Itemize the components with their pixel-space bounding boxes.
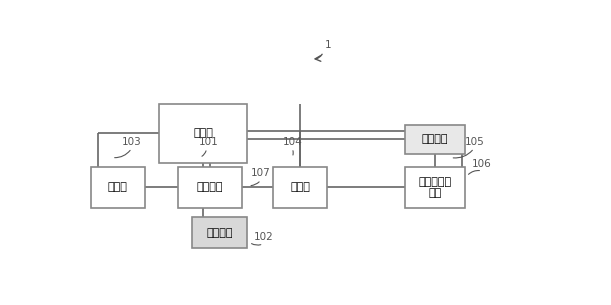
Text: 寄存器: 寄存器 (290, 182, 310, 192)
Bar (192, 217, 247, 248)
Text: 编程模块: 编程模块 (422, 134, 448, 144)
Text: 控制器: 控制器 (193, 128, 213, 138)
Bar (406, 125, 464, 154)
Text: 102: 102 (254, 232, 274, 242)
Text: 107: 107 (251, 167, 271, 178)
Text: 第一引脚: 第一引脚 (197, 182, 224, 192)
Text: 105: 105 (464, 137, 485, 147)
Bar (178, 167, 242, 208)
Bar (406, 167, 464, 208)
Text: 非易失性存
储器: 非易失性存 储器 (419, 177, 452, 198)
Text: 103: 103 (122, 137, 141, 147)
Text: 1: 1 (325, 40, 332, 49)
Text: 101: 101 (199, 137, 218, 147)
Bar (159, 103, 247, 163)
Text: 104: 104 (282, 137, 302, 147)
Text: 第二引脚: 第二引脚 (207, 228, 233, 238)
Bar (273, 167, 327, 208)
Text: 振荡器: 振荡器 (108, 182, 128, 192)
Bar (90, 167, 145, 208)
Text: 106: 106 (472, 159, 491, 169)
